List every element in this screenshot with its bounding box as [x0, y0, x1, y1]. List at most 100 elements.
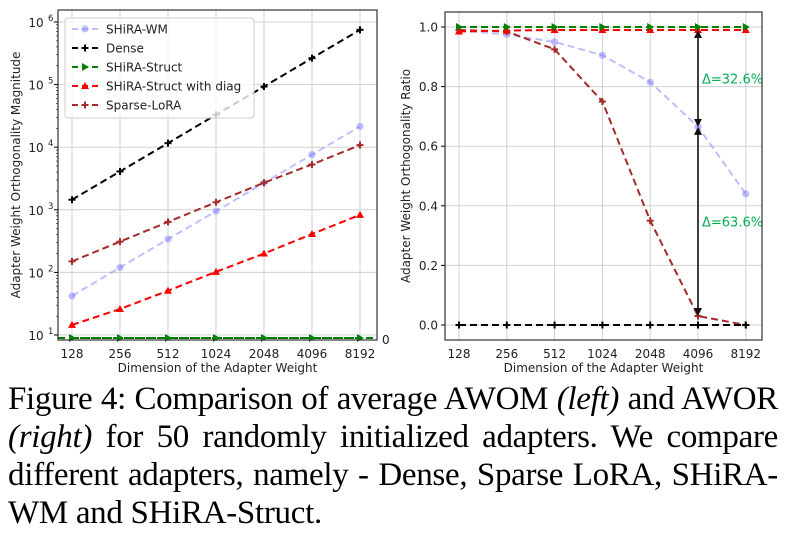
- right-chart-awor: Δ=32.6% Δ=63.6% 0.0 0.2 0.4 0.6 0.8 1.0 128 256 51…: [399, 11, 763, 375]
- series-shira-struct: [456, 23, 750, 31]
- legend-marker: [81, 44, 89, 52]
- data-point: [212, 198, 220, 206]
- data-point: [260, 179, 268, 187]
- series-shira-struct-with-diag: [455, 25, 750, 35]
- series-dense: [455, 321, 750, 329]
- left-chart-awom: 10 1 10 2 10 3 10 4 10 5 10 6 0 128 256 512 1024 2048 4096…: [9, 9, 390, 375]
- data-point: [116, 238, 124, 246]
- data-point: [308, 151, 316, 159]
- y-tick-exponent: 4: [48, 139, 53, 149]
- data-point: [260, 83, 268, 91]
- annotation-label: Δ=63.6%: [702, 215, 763, 230]
- data-point: [456, 23, 463, 31]
- data-point: [694, 321, 702, 329]
- legend-item-shira-wm: SHiRA-WM: [72, 23, 168, 37]
- data-point: [742, 23, 750, 31]
- data-point: [741, 25, 750, 33]
- x-tick-label: 1024: [201, 347, 232, 361]
- y-tick-label: 10: [28, 141, 43, 155]
- data-point: [68, 292, 76, 300]
- legend: SHiRA-WM Dense SHiRA-Struct SHiRA-Struct wi…: [64, 17, 255, 119]
- x-axis-label: Dimension of the Adapter Weight: [504, 361, 704, 375]
- caption-text-2: and AWOR: [619, 381, 779, 417]
- data-point: [116, 263, 124, 272]
- legend-box: [64, 17, 255, 119]
- y-tick-exponent: 6: [48, 14, 53, 24]
- data-point: [164, 286, 172, 294]
- annotation-label: Δ=32.6%: [702, 72, 763, 87]
- data-point: [308, 230, 316, 238]
- legend-marker: [82, 63, 89, 71]
- y-tick-label: 0.4: [419, 199, 438, 213]
- x-axis-label: Dimension of the Adapter Weight: [118, 361, 318, 375]
- data-point: [742, 321, 750, 329]
- y-axis-label: Adapter Weight Orthogonality Magnitude: [9, 52, 23, 299]
- data-point: [212, 207, 220, 215]
- figure-caption: Figure 4: Comparison of average AWOM (le…: [8, 380, 778, 532]
- series-shira-struct-with-diag: [68, 210, 364, 328]
- legend-item-dense: Dense: [72, 42, 144, 56]
- data-point: [455, 27, 463, 35]
- x-tick-label: 8192: [731, 347, 762, 361]
- data-point: [551, 45, 559, 53]
- x-tick-label: 128: [448, 347, 471, 361]
- y-tick-exponent: 3: [48, 202, 53, 212]
- data-point: [308, 54, 316, 62]
- y-axis-label: Adapter Weight Orthogonality Ratio: [399, 69, 413, 283]
- data-point: [551, 321, 559, 329]
- data-point: [502, 26, 511, 34]
- series-sparse-lora: [68, 141, 364, 265]
- x-tick-label: 1024: [587, 347, 618, 361]
- caption-left-em: (left): [556, 381, 620, 417]
- figure: 10 1 10 2 10 3 10 4 10 5 10 6 0 128 256 512 1024 2048 4096…: [9, 9, 763, 375]
- data-point: [68, 257, 76, 265]
- data-point: [598, 51, 607, 59]
- data-point: [68, 320, 76, 328]
- legend-item-shira-struct-with-diag: SHiRA-Struct with diag: [72, 80, 241, 94]
- data-point: [694, 123, 702, 131]
- data-point: [116, 305, 124, 313]
- y-tick-label: 0.2: [419, 259, 438, 273]
- data-point: [164, 235, 172, 243]
- data-point: [356, 141, 364, 149]
- legend-item-sparse-lora: Sparse-LoRA: [72, 99, 182, 113]
- data-point: [308, 160, 316, 168]
- y-tick-label: 10: [28, 329, 43, 343]
- data-point: [742, 190, 750, 198]
- y-tick-label-zero: 0: [382, 333, 390, 347]
- y-tick-exponent: 1: [48, 327, 53, 337]
- y-tick-label: 0.8: [419, 80, 438, 94]
- legend-label: SHiRA-WM: [106, 23, 168, 37]
- y-tick-label: 10: [28, 79, 43, 93]
- data-point: [164, 139, 172, 147]
- y-tick-exponent: 2: [48, 264, 53, 274]
- data-point: [598, 321, 606, 329]
- legend-item-shira-struct: SHiRA-Struct: [72, 61, 183, 75]
- data-point: [455, 321, 463, 329]
- legend-marker: [81, 25, 89, 33]
- legend-label: SHiRA-Struct with diag: [106, 80, 241, 94]
- legend-label: Sparse-LoRA: [106, 99, 182, 113]
- legend-label: Dense: [106, 42, 144, 56]
- data-point: [550, 25, 559, 33]
- x-tick-label: 256: [495, 347, 518, 361]
- x-tick-label: 256: [109, 347, 132, 361]
- data-point: [356, 210, 364, 218]
- legend-marker: [81, 101, 89, 109]
- data-point: [164, 218, 172, 226]
- data-point: [356, 26, 364, 34]
- caption-right-em: (right): [8, 419, 93, 455]
- x-tick-label: 128: [61, 347, 84, 361]
- data-point: [551, 38, 559, 46]
- plot-frame: [444, 11, 763, 341]
- x-tick-label: 8192: [345, 347, 376, 361]
- data-point: [695, 23, 702, 31]
- data-point: [694, 312, 702, 320]
- data-point: [116, 167, 124, 175]
- data-point: [356, 122, 364, 130]
- data-point: [68, 196, 76, 204]
- data-point: [599, 23, 607, 31]
- x-tick-label: 2048: [249, 347, 280, 361]
- x-tick-label: 512: [157, 347, 180, 361]
- data-point: [598, 98, 606, 105]
